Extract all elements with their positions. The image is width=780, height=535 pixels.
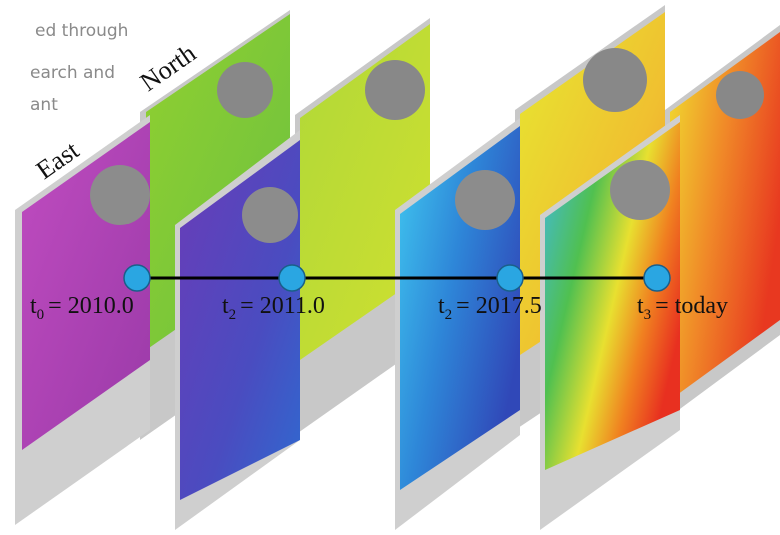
label-rest: = 2017.5 [456,293,542,319]
gap [90,165,150,225]
label-rest: = 2011.0 [240,293,325,319]
label-sub: 3 [644,307,652,323]
gap [217,62,273,118]
label-sub: 0 [37,307,45,323]
label-sub: 2 [229,307,237,323]
timeline-dot [279,265,305,291]
gap [610,160,670,220]
gap [716,71,764,119]
label-rest: = 2010.0 [48,293,134,319]
label-rest: = today [655,293,728,319]
intro-line: earch and [30,63,115,83]
timeline-dot [497,265,523,291]
intro-line: ed through [35,21,128,41]
timeline-dot [124,265,150,291]
label-sub: 2 [445,307,453,323]
intro-line: ant [30,95,58,115]
figure: ed through earch and ant North East [0,0,780,535]
gap [455,170,515,230]
intro-text: ed through earch and ant [30,21,128,115]
gap [242,187,298,243]
gap [583,48,647,112]
gap [365,60,425,120]
timeline-dot [644,265,670,291]
